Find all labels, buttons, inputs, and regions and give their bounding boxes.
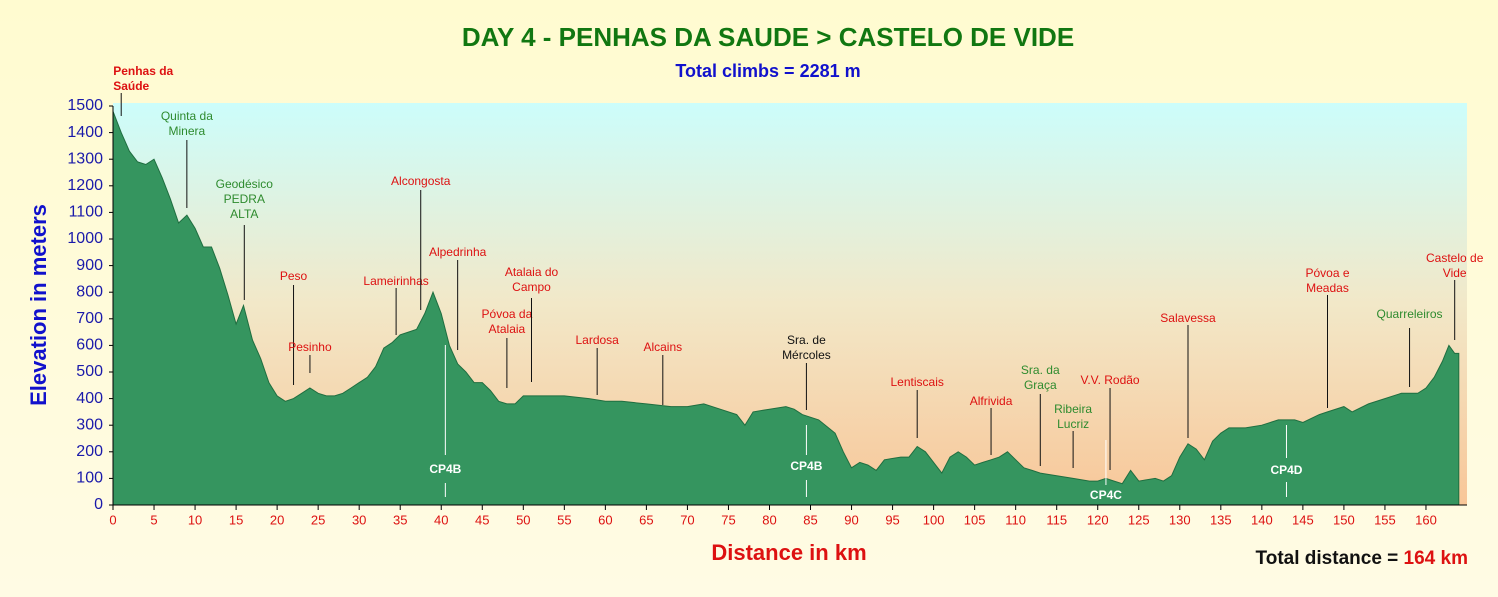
x-tick-label: 110	[1005, 512, 1026, 527]
x-tick-label: 140	[1251, 512, 1273, 527]
y-tick-label: 900	[76, 257, 103, 274]
annotation-label: Salavessa	[1160, 311, 1216, 325]
chart-title: DAY 4 - PENHAS DA SAUDE > CASTELO DE VID…	[462, 22, 1074, 52]
x-tick-label: 70	[680, 512, 694, 527]
total-distance-value: 164 km	[1404, 548, 1468, 569]
y-tick-label: 1000	[67, 230, 103, 247]
x-axis-title: Distance in km	[711, 540, 866, 565]
x-tick-label: 90	[844, 512, 858, 527]
checkpoint-label: CP4B	[429, 462, 461, 476]
y-tick-label: 400	[76, 390, 103, 407]
y-tick-label: 1400	[67, 124, 103, 141]
x-tick-label: 15	[229, 512, 243, 527]
y-tick-label: 100	[76, 470, 103, 487]
annotation-label: V.V. Rodão	[1080, 373, 1139, 387]
y-tick-label: 600	[76, 337, 103, 354]
annotation-label: Meadas	[1306, 281, 1349, 295]
annotation-label: Sra. da	[1021, 363, 1060, 377]
annotation-label: PEDRA	[224, 192, 265, 206]
x-tick-label: 5	[150, 512, 157, 527]
annotation-label: Quinta da	[161, 109, 213, 123]
x-tick-label: 20	[270, 512, 284, 527]
x-tick-label: 45	[475, 512, 489, 527]
annotation-label: Pesinho	[288, 340, 332, 354]
x-tick-label: 65	[639, 512, 653, 527]
x-tick-label: 25	[311, 512, 325, 527]
annotation-label: Campo	[512, 280, 551, 294]
x-tick-label: 75	[721, 512, 735, 527]
x-tick-label: 10	[188, 512, 202, 527]
annotation-label: Alcains	[643, 340, 682, 354]
y-axis-title: Elevation in meters	[26, 204, 51, 406]
y-tick-label: 0	[94, 496, 103, 513]
x-tick-label: 0	[109, 512, 116, 527]
x-tick-label: 105	[964, 512, 986, 527]
x-tick-label: 40	[434, 512, 448, 527]
annotation-label: Saúde	[113, 79, 149, 93]
y-tick-label: 700	[76, 310, 103, 327]
annotation-label: Castelo de	[1426, 251, 1484, 265]
total-distance: Total distance = 164 km	[1256, 548, 1468, 569]
annotation-label: Póvoa e	[1305, 266, 1349, 280]
x-tick-label: 160	[1415, 512, 1437, 527]
x-tick-label: 35	[393, 512, 407, 527]
x-tick-label: 85	[803, 512, 817, 527]
x-tick-label: 150	[1333, 512, 1355, 527]
x-tick-label: 60	[598, 512, 612, 527]
annotation-label: Penhas da	[113, 64, 173, 78]
checkpoint-label: CP4B	[790, 459, 822, 473]
annotation-label: Lucriz	[1057, 417, 1089, 431]
annotation-label: Alpedrinha	[429, 245, 487, 259]
x-tick-label: 55	[557, 512, 571, 527]
annotation-label: Lentiscais	[891, 375, 944, 389]
y-tick-label: 1100	[69, 204, 104, 221]
annotation-label: Geodésico	[216, 177, 274, 191]
x-tick-label: 145	[1292, 512, 1314, 527]
y-tick-label: 800	[76, 283, 103, 300]
checkpoint-label: CP4C	[1090, 488, 1122, 502]
x-tick-label: 30	[352, 512, 366, 527]
y-tick-label: 1300	[67, 150, 103, 167]
annotation-label: Sra. de	[787, 333, 826, 347]
annotation-label: Atalaia do	[505, 265, 559, 279]
y-tick-label: 300	[76, 416, 103, 433]
annotation-label: Minera	[169, 124, 206, 138]
x-tick-label: 95	[885, 512, 899, 527]
y-tick-label: 1500	[67, 97, 103, 114]
chart-subtitle: Total climbs = 2281 m	[675, 61, 860, 81]
annotation-label: Peso	[280, 269, 308, 283]
annotation-label: Ribeira	[1054, 402, 1092, 416]
x-tick-label: 135	[1210, 512, 1232, 527]
x-tick-label: 80	[762, 512, 776, 527]
y-tick-label: 200	[76, 443, 103, 460]
elevation-area	[112, 111, 1460, 506]
annotation-label: Póvoa da	[482, 307, 533, 321]
annotation-label: Atalaia	[489, 322, 526, 336]
x-tick-label: 115	[1046, 512, 1067, 527]
annotation-label: Vide	[1443, 266, 1467, 280]
total-distance-label: Total distance =	[1256, 548, 1399, 569]
checkpoint-label: CP4D	[1270, 463, 1302, 477]
annotation-label: Alcongosta	[391, 174, 451, 188]
annotation-label: Lardosa	[575, 333, 619, 347]
annotation-label: Alfrivida	[970, 394, 1013, 408]
annotation-label: ALTA	[230, 207, 258, 221]
annotation-label: Lameirinhas	[363, 274, 428, 288]
x-tick-label: 125	[1128, 512, 1150, 527]
x-tick-label: 120	[1087, 512, 1109, 527]
y-tick-label: 1200	[67, 177, 103, 194]
annotation-label: Graça	[1024, 378, 1057, 392]
x-tick-label: 100	[923, 512, 945, 527]
annotation-label: Mércoles	[782, 348, 831, 362]
x-tick-label: 130	[1169, 512, 1191, 527]
y-tick-label: 500	[76, 363, 103, 380]
x-tick-label: 50	[516, 512, 530, 527]
annotation-label: Quarreleiros	[1377, 307, 1443, 321]
x-tick-label: 155	[1374, 512, 1396, 527]
